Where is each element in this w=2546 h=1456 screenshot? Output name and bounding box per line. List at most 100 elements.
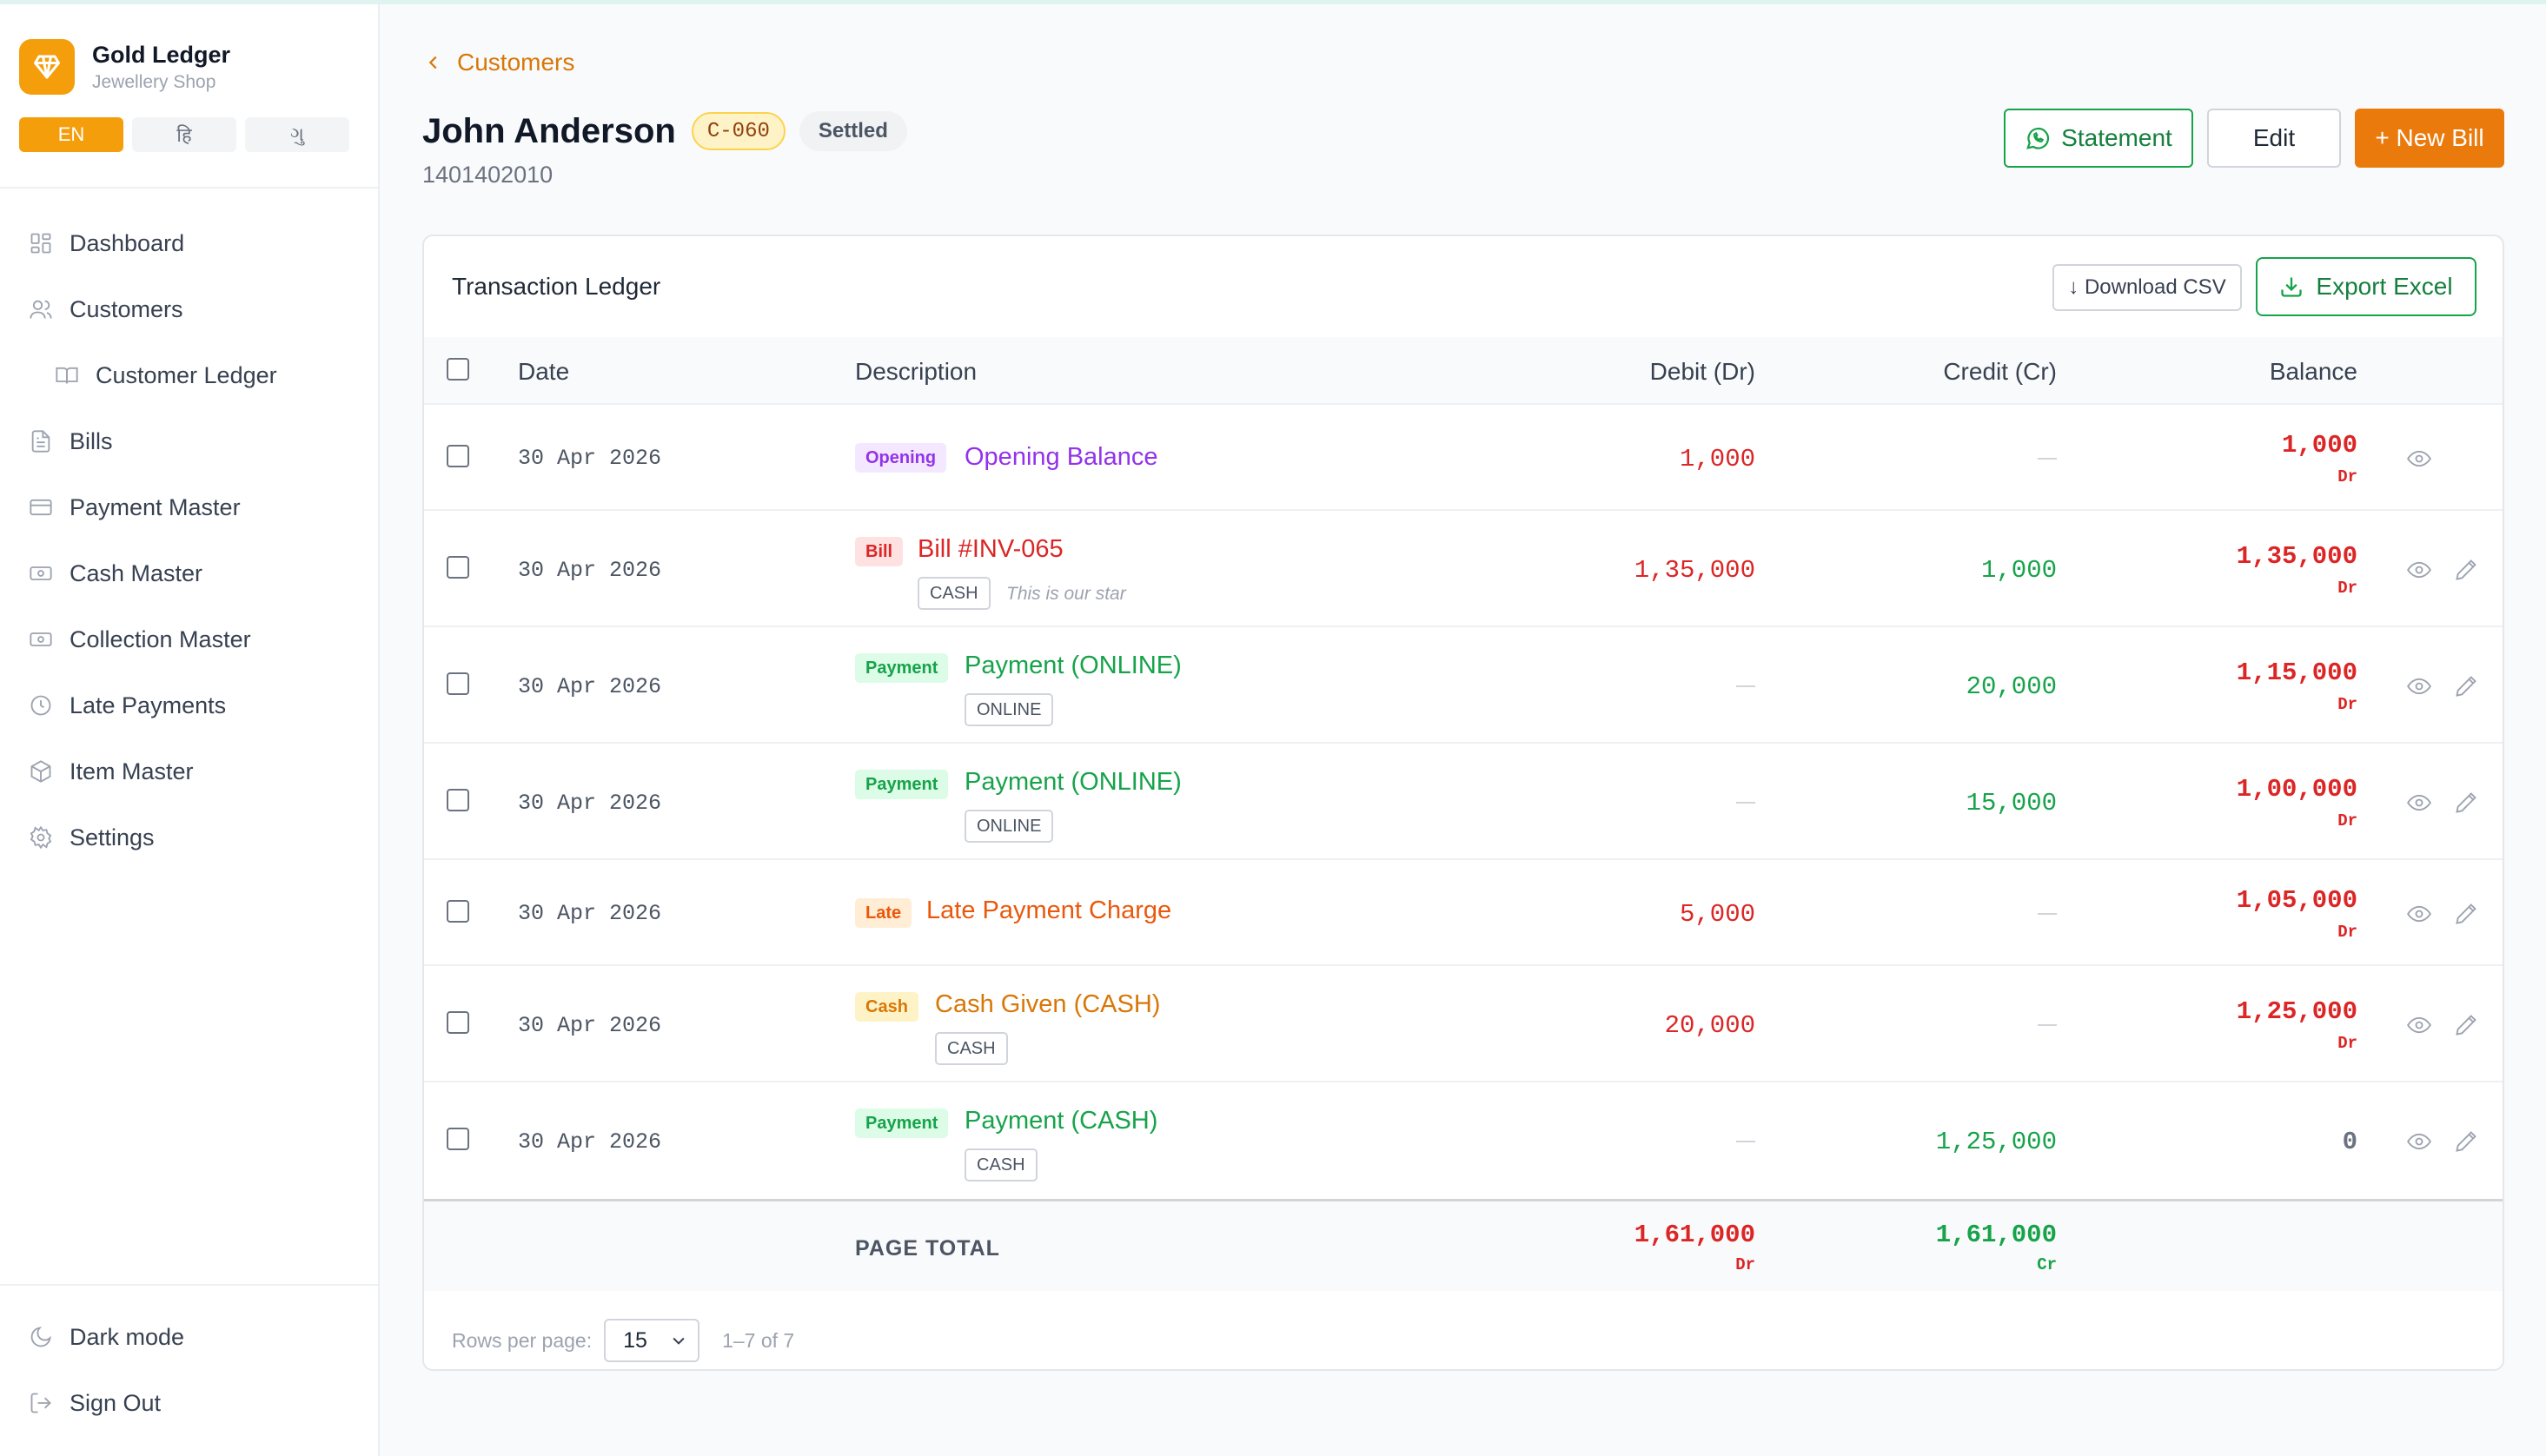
- row-description: Cash Given (CASH): [935, 990, 1161, 1018]
- download-icon: [2281, 277, 2303, 297]
- sidebar-item-item-master[interactable]: Item Master: [0, 738, 378, 804]
- ledger-card: Transaction Ledger ↓ Download CSV Export…: [422, 235, 2504, 1371]
- type-tag: Opening: [855, 443, 947, 473]
- payment-mode-badge: CASH: [965, 1148, 1038, 1181]
- clock-icon: [28, 692, 54, 718]
- brand: Gold Ledger Jewellery Shop: [19, 39, 230, 95]
- type-tag: Payment: [855, 1109, 949, 1138]
- sidebar-item-cash-master[interactable]: Cash Master: [0, 540, 378, 606]
- payment-mode-badge: CASH: [935, 1032, 1008, 1065]
- dashboard-icon: [28, 230, 54, 256]
- row-debit: 1,35,000: [1634, 556, 1755, 585]
- sidebar-item-label: Cash Master: [70, 559, 203, 586]
- row-checkbox[interactable]: [447, 445, 469, 467]
- sign-out-icon: [28, 1390, 54, 1416]
- type-tag: Late: [855, 898, 912, 928]
- row-checkbox[interactable]: [447, 672, 469, 695]
- view-eye-icon[interactable]: [2407, 674, 2431, 698]
- select-all-checkbox[interactable]: [447, 358, 469, 381]
- edit-pencil-icon[interactable]: [2454, 791, 2478, 815]
- row-date: 30 Apr 2026: [518, 1013, 662, 1038]
- sidebar-item-label: Late Payments: [70, 692, 227, 718]
- rows-per-page-select[interactable]: 15: [604, 1319, 700, 1362]
- pagination-range: 1–7 of 7: [722, 1328, 795, 1352]
- view-eye-icon[interactable]: [2407, 902, 2431, 926]
- row-checkbox[interactable]: [447, 1011, 469, 1034]
- sidebar-item-collection-master[interactable]: Collection Master: [0, 606, 378, 672]
- statement-button[interactable]: Statement: [2004, 109, 2193, 168]
- sidebar-item-bills[interactable]: Bills: [0, 408, 378, 474]
- export-excel-label: Export Excel: [2316, 273, 2453, 300]
- sign-out-label: Sign Out: [70, 1389, 162, 1416]
- sidebar-item-label: Settings: [70, 824, 155, 850]
- diamond-logo-icon: [19, 39, 75, 95]
- table-row: 30 Apr 2026 Cash Cash Given (CASH) CASH …: [424, 966, 2503, 1082]
- sidebar-item-label: Payment Master: [70, 493, 241, 520]
- pagination: Rows per page: 15 1–7 of 7: [452, 1319, 794, 1362]
- edit-pencil-icon[interactable]: [2454, 1129, 2478, 1154]
- sidebar-item-late-payments[interactable]: Late Payments: [0, 672, 378, 738]
- type-tag: Payment: [855, 653, 949, 683]
- download-csv-button[interactable]: ↓ Download CSV: [2052, 264, 2242, 311]
- empty-debit-dash: [1736, 685, 1755, 687]
- lang-button-hi[interactable]: हि: [132, 117, 236, 152]
- file-icon: [28, 428, 54, 454]
- row-date: 30 Apr 2026: [518, 558, 662, 583]
- row-checkbox[interactable]: [447, 789, 469, 811]
- moon-icon: [28, 1324, 54, 1350]
- sidebar: Gold Ledger Jewellery Shop EN हि ગુ Dash…: [0, 4, 380, 1456]
- breadcrumb-back-link[interactable]: Customers: [424, 49, 574, 76]
- sidebar-item-customer-ledger[interactable]: Customer Ledger: [0, 342, 378, 408]
- sidebar-item-settings[interactable]: Settings: [0, 804, 378, 870]
- sidebar-item-label: Item Master: [70, 758, 194, 784]
- row-date: 30 Apr 2026: [518, 791, 662, 816]
- sign-out-button[interactable]: Sign Out: [0, 1370, 378, 1436]
- lang-button-gu[interactable]: ગુ: [245, 117, 349, 152]
- breadcrumb-label: Customers: [457, 49, 575, 76]
- row-balance: 1,35,000: [2236, 542, 2357, 571]
- top-accent-line: [0, 0, 2546, 4]
- table-row: 30 Apr 2026 Payment Payment (ONLINE) ONL…: [424, 627, 2503, 744]
- row-description: Payment (ONLINE): [965, 768, 1182, 796]
- view-eye-icon[interactable]: [2407, 558, 2431, 582]
- package-icon: [28, 758, 54, 784]
- customer-header: John Anderson C-060 Settled: [422, 111, 907, 151]
- row-checkbox[interactable]: [447, 900, 469, 923]
- row-balance-suffix: Dr: [2337, 923, 2357, 942]
- payment-mode-badge: CASH: [918, 577, 991, 610]
- edit-pencil-icon[interactable]: [2454, 674, 2478, 698]
- export-excel-button[interactable]: Export Excel: [2256, 257, 2476, 316]
- row-balance: 1,05,000: [2236, 886, 2357, 915]
- edit-pencil-icon[interactable]: [2454, 902, 2478, 926]
- edit-button[interactable]: Edit: [2207, 109, 2341, 168]
- row-checkbox[interactable]: [447, 556, 469, 579]
- ledger-card-header: Transaction Ledger ↓ Download CSV Export…: [424, 236, 2503, 337]
- sidebar-item-payment-master[interactable]: Payment Master: [0, 474, 378, 540]
- row-balance: 1,15,000: [2236, 659, 2357, 687]
- lang-button-en[interactable]: EN: [19, 117, 123, 152]
- sidebar-divider: [0, 187, 378, 189]
- view-eye-icon[interactable]: [2407, 447, 2431, 471]
- view-eye-icon[interactable]: [2407, 791, 2431, 815]
- column-header-description: Description: [855, 358, 978, 385]
- sidebar-item-dashboard[interactable]: Dashboard: [0, 210, 378, 276]
- new-bill-button[interactable]: + New Bill: [2355, 109, 2504, 168]
- view-eye-icon[interactable]: [2407, 1013, 2431, 1037]
- edit-pencil-icon[interactable]: [2454, 558, 2478, 582]
- page-title: John Anderson: [422, 111, 676, 150]
- row-checkbox[interactable]: [447, 1128, 469, 1150]
- row-balance: 1,00,000: [2236, 775, 2357, 804]
- card-icon: [28, 494, 54, 520]
- row-note: This is our star: [1006, 584, 1126, 604]
- page-total-debit: 1,61,000: [1634, 1221, 1755, 1249]
- view-eye-icon[interactable]: [2407, 1129, 2431, 1154]
- page-total-credit-suffix: Cr: [2037, 1255, 2057, 1274]
- users-icon: [28, 296, 54, 322]
- dark-mode-toggle[interactable]: Dark mode: [0, 1304, 378, 1370]
- empty-credit-dash: [2038, 913, 2057, 915]
- payment-mode-badge: ONLINE: [965, 810, 1054, 843]
- edit-pencil-icon[interactable]: [2454, 1013, 2478, 1037]
- row-balance-suffix: Dr: [2337, 695, 2357, 714]
- sidebar-item-label: Dashboard: [70, 229, 185, 256]
- sidebar-item-customers[interactable]: Customers: [0, 276, 378, 342]
